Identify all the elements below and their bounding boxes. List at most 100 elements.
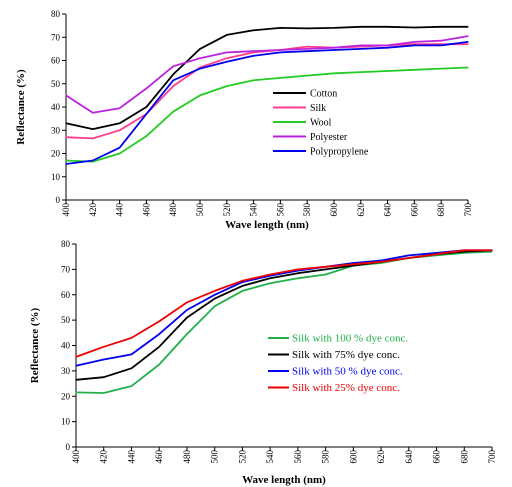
data-point (467, 41, 469, 43)
data-point (253, 29, 255, 31)
data-point (413, 41, 415, 43)
series-line-silk-with-75-dye-conc (75, 249, 493, 381)
data-point (65, 163, 67, 165)
legend-label: Silk with 50 % dye conc. (292, 366, 403, 378)
x-tick-label: 600 (329, 203, 339, 217)
data-point (387, 26, 389, 28)
data-point (241, 280, 243, 282)
data-point (297, 272, 299, 274)
data-point (253, 79, 255, 81)
data-point (92, 112, 94, 114)
data-point (186, 333, 188, 335)
x-tick-label: 660 (409, 203, 419, 217)
x-axis-title: Wave length (nm) (225, 219, 309, 231)
data-point (172, 73, 174, 76)
x-tick-label: 620 (376, 450, 386, 464)
data-point (325, 268, 327, 270)
y-tick-label: 70 (61, 264, 71, 274)
data-point (269, 282, 271, 284)
data-point (440, 26, 442, 28)
x-tick-label: 680 (459, 450, 469, 464)
data-point (226, 85, 228, 87)
data-point (333, 49, 335, 51)
y-tick-label: 30 (51, 125, 61, 135)
data-point (463, 249, 465, 251)
x-tick-label: 520 (222, 203, 232, 217)
data-point (467, 35, 469, 37)
data-point (172, 111, 174, 113)
data-point (241, 290, 243, 292)
legend-label: Wool (310, 118, 332, 129)
x-tick-label: 660 (432, 450, 442, 464)
legend-label: Cotton (310, 89, 337, 100)
x-tick-label: 440 (115, 203, 125, 217)
data-point (253, 55, 255, 57)
data-point (352, 263, 354, 265)
y-tick-label: 30 (61, 366, 71, 376)
x-tick-label: 420 (88, 203, 98, 217)
data-point (306, 75, 308, 77)
legend-label: Silk with 25% dye conc. (292, 382, 400, 394)
y-axis-title: Reflectance (%) (29, 307, 41, 383)
data-point (387, 70, 389, 72)
data-point (75, 391, 77, 394)
data-point (75, 356, 77, 358)
y-tick-label: 10 (61, 417, 71, 427)
series-line-silk-with-50-dye-conc (75, 249, 492, 367)
data-point (130, 385, 133, 387)
x-tick-label: 620 (356, 203, 366, 217)
y-tick-label: 40 (51, 102, 61, 112)
data-point (199, 57, 201, 59)
data-point (279, 27, 281, 29)
data-point (440, 40, 442, 42)
y-axis-title: Reflectance (%) (15, 69, 27, 145)
data-point (413, 69, 415, 71)
data-point (467, 43, 469, 45)
data-point (408, 254, 410, 257)
data-point (145, 113, 147, 115)
data-point (360, 48, 362, 50)
data-point (158, 320, 160, 322)
x-tick-label: 440 (126, 450, 136, 464)
data-point (241, 285, 243, 287)
x-tick-label: 480 (168, 203, 178, 217)
data-point (226, 57, 228, 59)
data-point (145, 106, 147, 108)
x-tick-label: 480 (182, 450, 192, 464)
series-line-polyester (65, 35, 469, 114)
data-point (214, 290, 216, 292)
legend-label: Polyester (310, 132, 348, 143)
data-point (119, 147, 121, 149)
data-point (279, 51, 281, 53)
data-point (172, 65, 174, 67)
y-tick-label: 60 (51, 56, 61, 66)
data-point (119, 129, 121, 131)
data-point (92, 128, 94, 130)
y-tick-label: 0 (56, 195, 61, 205)
x-tick-label: 500 (210, 450, 220, 464)
data-point (380, 261, 382, 263)
series-line-silk-with-25-dye-conc (75, 249, 492, 358)
data-point (103, 376, 105, 378)
legend-label: Silk with 100 % dye conc. (292, 333, 408, 345)
data-point (352, 262, 354, 264)
chart-bottom-reflectance-silk-dye: 0 10 20 30 40 50 60 70 80 400 420 440 460 480 500 520 54… (29, 239, 497, 486)
y-tick-label: 70 (51, 32, 61, 42)
data-point (253, 50, 255, 52)
y-tick-label: 20 (51, 149, 61, 159)
y-tick-label: 80 (51, 9, 61, 19)
data-point (226, 61, 228, 63)
y-tick-label: 60 (61, 290, 71, 300)
y-tick-label: 0 (66, 442, 71, 452)
x-tick-label: 680 (436, 203, 446, 217)
data-point (491, 249, 493, 251)
data-point (467, 66, 469, 69)
y-tick-label: 10 (51, 172, 61, 182)
x-tick-label: 460 (154, 450, 164, 464)
x-tick-label: 580 (302, 203, 312, 217)
data-point (360, 71, 362, 73)
data-point (467, 26, 469, 28)
x-tick-label: 560 (275, 203, 285, 217)
data-point (269, 277, 271, 279)
data-point (186, 309, 188, 311)
